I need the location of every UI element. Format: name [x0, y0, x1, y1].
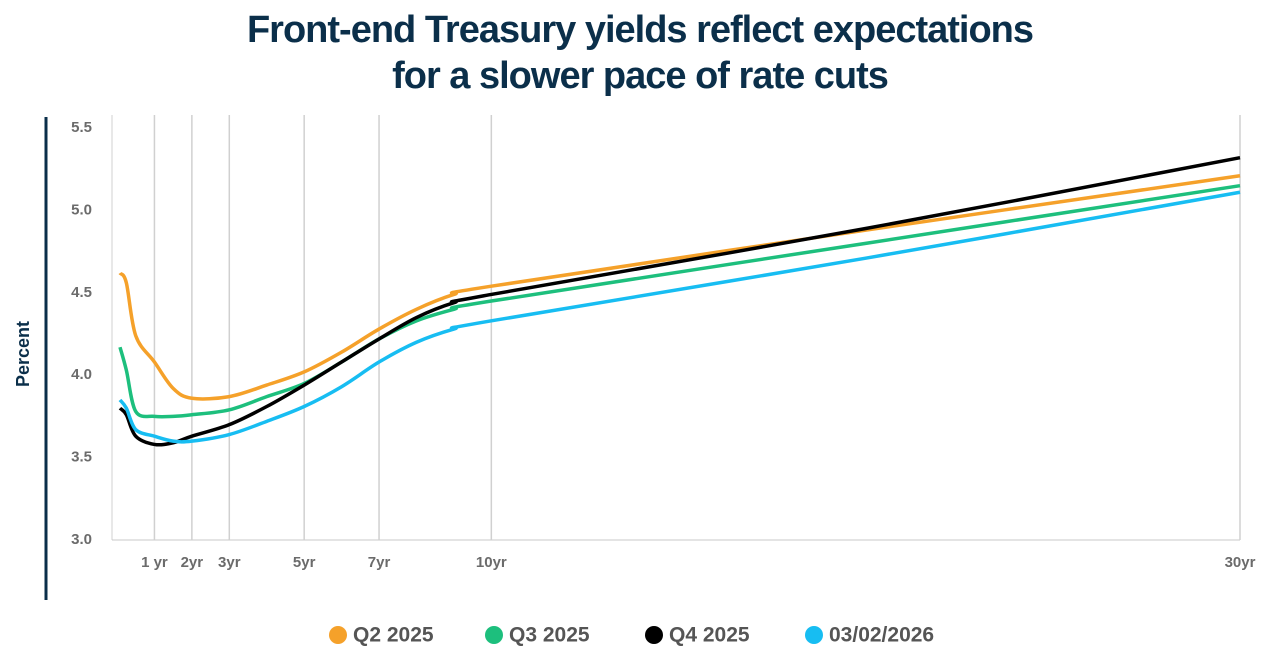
- series-line: [118, 174, 1241, 401]
- y-tick-label: 5.5: [71, 119, 92, 136]
- legend-swatch: [805, 626, 823, 644]
- y-tick-label: 5.0: [71, 201, 92, 218]
- series-line: [118, 190, 1241, 444]
- chart-title: for a slower pace of rate cuts: [392, 55, 888, 97]
- x-tick-label: 5yr: [293, 554, 316, 571]
- y-axis-label: Percent: [13, 321, 33, 387]
- chart-title: Front-end Treasury yields reflect expect…: [247, 9, 1033, 51]
- x-tick-label: 30yr: [1225, 554, 1256, 571]
- x-tick-label: 1 yr: [141, 554, 168, 571]
- y-tick-label: 4.5: [71, 284, 92, 301]
- x-tick-label: 3yr: [218, 554, 241, 571]
- y-tick-label: 3.5: [71, 449, 92, 466]
- legend-label: 03/02/2026: [829, 624, 934, 647]
- x-tick-label: 2yr: [181, 554, 204, 571]
- legend-swatch: [329, 626, 347, 644]
- legend-label: Q2 2025: [353, 624, 434, 647]
- legend-swatch: [645, 626, 663, 644]
- x-tick-label: 10yr: [476, 554, 507, 571]
- x-tick-label: 7yr: [368, 554, 391, 571]
- legend-label: Q3 2025: [509, 624, 590, 647]
- legend-swatch: [485, 626, 503, 644]
- series-line: [118, 155, 1241, 447]
- legend-label: Q4 2025: [669, 624, 750, 647]
- y-tick-label: 4.0: [71, 366, 92, 383]
- y-tick-label: 3.0: [71, 531, 92, 548]
